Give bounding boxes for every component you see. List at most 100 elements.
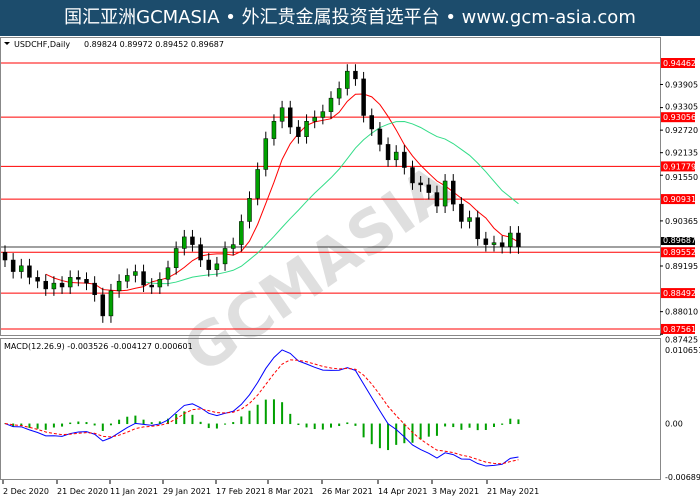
macd-histogram-bar — [305, 423, 308, 428]
y-tick-label: 0.92135 — [665, 149, 698, 158]
macd-histogram-bar — [167, 418, 169, 425]
ohlc-header: 0.89824 0.89972 0.89452 0.89687 — [84, 40, 224, 49]
level-price-label: 0.90931 — [663, 195, 696, 204]
macd-line — [4, 349, 519, 467]
x-tick-label: 21 May 2021 — [487, 487, 539, 496]
y-tick-label: 0.93305 — [665, 103, 698, 112]
macd-y-tick-label: 0.010651 — [665, 346, 700, 355]
level-price-tag — [661, 247, 695, 258]
candle — [442, 180, 448, 207]
macd-histogram-bar — [52, 423, 55, 428]
level-price-tag — [661, 288, 695, 299]
candle — [402, 151, 407, 168]
candle — [296, 126, 301, 137]
macd-panel — [0, 338, 661, 480]
macd-histogram-bar — [215, 423, 218, 429]
candle — [451, 180, 456, 205]
candle — [19, 265, 24, 272]
candle — [263, 138, 269, 170]
macd-histogram-bar — [93, 423, 96, 426]
macd-histogram-bar — [419, 423, 422, 440]
candle — [43, 280, 48, 290]
dropdown-icon[interactable] — [4, 42, 10, 45]
macd-histogram-bar — [484, 423, 487, 430]
slow-moving-average — [143, 120, 519, 285]
macd-histogram-bar — [126, 416, 129, 425]
macd-histogram-bar — [387, 423, 390, 451]
macd-histogram-bar — [370, 423, 373, 445]
macd-histogram-bar — [264, 399, 267, 425]
macd-histogram-bar — [101, 423, 104, 431]
level-price-tag — [661, 161, 695, 172]
x-tick-label: 26 Mar 2021 — [322, 487, 373, 496]
level-price-label: 0.88492 — [663, 289, 696, 298]
candle — [35, 277, 40, 282]
level-price-label: 0.94462 — [663, 59, 696, 68]
candle — [336, 88, 342, 99]
macd-histogram-bar — [378, 423, 381, 449]
macd-histogram-bar — [460, 423, 463, 430]
candle — [108, 290, 114, 317]
candle — [516, 232, 521, 248]
macd-histogram-bar — [411, 423, 414, 443]
candle — [304, 121, 309, 137]
candle — [2, 252, 8, 261]
level-price-label: 0.93056 — [663, 113, 696, 122]
y-tick-label: 0.89195 — [665, 262, 698, 271]
candle — [410, 167, 415, 184]
macd-histogram-bar — [452, 423, 455, 428]
candle — [467, 217, 472, 222]
macd-histogram-bar — [338, 423, 341, 427]
macd-histogram-bar — [36, 423, 39, 429]
candle — [426, 184, 432, 193]
y-tick-label: 0.92720 — [665, 126, 698, 135]
candle — [459, 203, 464, 222]
candle — [377, 128, 383, 145]
macd-histogram-bar — [142, 419, 145, 425]
candle — [10, 259, 16, 272]
candle — [385, 144, 391, 161]
candle — [434, 192, 440, 207]
candle — [255, 169, 260, 199]
candle — [247, 198, 252, 222]
signal-line — [4, 359, 519, 465]
macd-histogram-bar — [183, 411, 186, 425]
macd-histogram-bar — [444, 423, 447, 427]
macd-y-tick-label: 0.00 — [665, 420, 683, 429]
candle — [116, 280, 122, 292]
macd-histogram-bar — [256, 404, 259, 425]
candle — [141, 271, 146, 286]
candle — [92, 282, 97, 295]
candle — [288, 107, 293, 128]
candle — [271, 121, 277, 139]
macd-histogram-bar — [224, 423, 227, 425]
candle — [230, 244, 236, 249]
macd-histogram-bar — [12, 423, 15, 427]
macd-histogram-bar — [362, 423, 365, 438]
macd-histogram-bar — [501, 423, 504, 425]
macd-histogram-bar — [297, 423, 300, 426]
macd-histogram-bar — [44, 423, 47, 430]
macd-histogram-bar — [69, 422, 72, 425]
candle — [328, 97, 334, 112]
candle — [491, 242, 497, 245]
fast-moving-average — [45, 93, 519, 292]
chart-area[interactable]: GCMASIA USDCHF,Daily 0.89824 0.89972 0.8… — [0, 36, 700, 500]
macd-header: MACD(12.26.9) -0.003526 -0.004127 0.0006… — [4, 342, 193, 351]
macd-histogram-bar — [28, 423, 31, 428]
candle — [173, 248, 179, 268]
macd-histogram-bar — [199, 421, 202, 425]
macd-histogram-bar — [281, 402, 284, 425]
x-tick-label: 17 Feb 2021 — [216, 487, 266, 496]
candle — [182, 236, 187, 249]
macd-histogram-bar — [330, 423, 332, 428]
level-price-tag — [661, 58, 695, 68]
candle — [198, 244, 203, 261]
candle — [59, 282, 65, 288]
candle — [499, 242, 505, 247]
macd-histogram-bar — [109, 423, 112, 426]
macd-histogram-bar — [85, 422, 88, 425]
level-price-tag — [661, 112, 695, 123]
macd-histogram-bar — [240, 416, 243, 425]
macd-histogram-bar — [289, 413, 292, 425]
